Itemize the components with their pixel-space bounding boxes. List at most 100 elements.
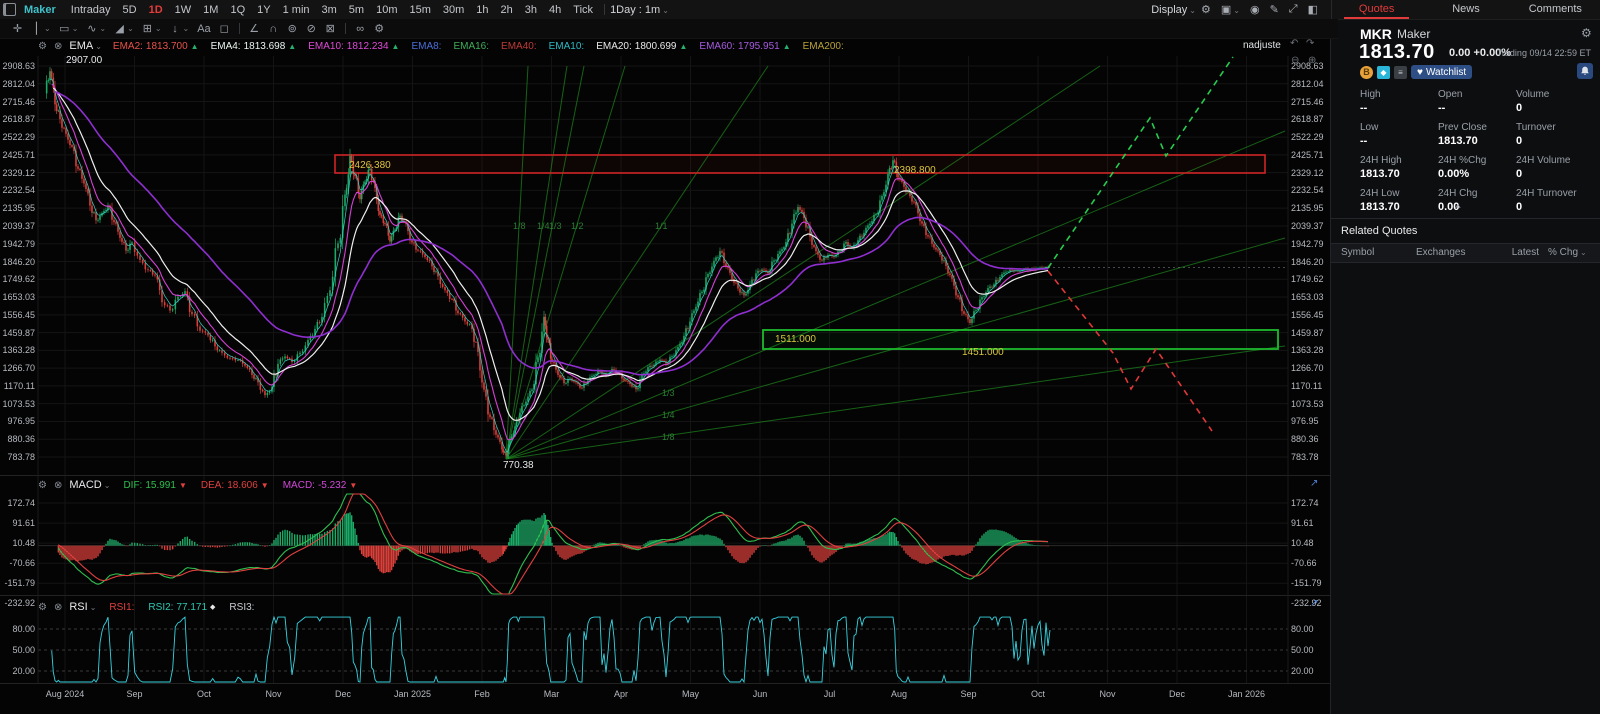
shape-tool-icon[interactable]: ▭ ⌄ xyxy=(59,23,79,35)
zoom-out-icon[interactable]: ⊖ xyxy=(1291,55,1300,66)
alert-bell-icon[interactable] xyxy=(1577,63,1593,79)
macd-axis-label: -151.79 xyxy=(4,578,35,589)
zoom-in-icon[interactable]: ⊕ xyxy=(1308,55,1317,66)
price-axis-label: 1170.11 xyxy=(1291,380,1323,391)
stat-cell: 24H Chg 0.00 xyxy=(1438,188,1516,213)
macd-indicator-name[interactable]: MACD ⌄ xyxy=(69,479,111,491)
timeframe-15m[interactable]: 15m xyxy=(409,3,431,16)
draw-icon[interactable]: ✎ xyxy=(1269,4,1279,16)
stat-label: 24H High xyxy=(1360,155,1402,166)
stat-value: -- xyxy=(1360,135,1368,147)
tag-badge-icon[interactable]: ◆ xyxy=(1377,65,1390,79)
rsi-hide-icon[interactable]: ⊗ xyxy=(53,601,63,613)
tool-settings-icon[interactable]: ⚙ xyxy=(374,23,385,35)
gann-tool-icon[interactable]: ⊞ ⌄ xyxy=(142,23,162,35)
timeframe-2h[interactable]: 2h xyxy=(500,3,513,16)
chart-watermark: nadjuste xyxy=(1243,40,1281,51)
stat-value: 0 xyxy=(1516,102,1523,114)
column-header-chg[interactable]: % Chg ⌄ xyxy=(1548,247,1587,258)
period-selector[interactable]: 1Day : 1m ⌄ xyxy=(610,3,669,16)
timeframe-5D[interactable]: 5D xyxy=(122,3,137,16)
symbol-tab[interactable]: Maker xyxy=(24,3,56,16)
rsi-values: RSI1: RSI2: 77.171 ◆ RSI3: xyxy=(109,602,254,613)
panel-tab-quotes[interactable]: Quotes xyxy=(1332,0,1421,19)
chart-style-icon[interactable]: ▣ ⌄ xyxy=(1220,4,1240,16)
undo-icon[interactable]: ↶ xyxy=(1290,38,1299,49)
macd-expand-icon[interactable]: ↗ xyxy=(1310,478,1319,489)
delete-drawings-icon[interactable]: ⊠ xyxy=(325,23,335,35)
angle-tool-icon[interactable]: ∠ xyxy=(249,23,260,35)
timeframe-3h[interactable]: 3h xyxy=(524,3,538,16)
time-axis-label: Sep xyxy=(960,689,977,699)
coin-badge-icon[interactable]: B xyxy=(1360,65,1373,79)
ema-settings-icon[interactable]: ⚙ xyxy=(38,40,47,52)
panel-tab-news[interactable]: News xyxy=(1452,3,1480,15)
timeframe-4h[interactable]: 4h xyxy=(549,3,562,16)
quote-symbol: MKR xyxy=(1360,26,1392,42)
column-header-symbol[interactable]: Symbol xyxy=(1341,247,1375,258)
window-icon[interactable] xyxy=(3,3,16,16)
time-axis-label: Jul xyxy=(823,689,836,699)
text-tool-icon[interactable]: Aa xyxy=(197,22,211,35)
price-axis-label: 2135.95 xyxy=(1291,203,1324,214)
rsi-indicator-name[interactable]: RSI ⌄ xyxy=(69,601,97,613)
timeframe-10m[interactable]: 10m xyxy=(376,3,398,16)
ema-legend: ⚙ ⊗ EMA ⌄ EMA2: 1813.700 ▲ EMA4: 1813.698 ▲ EMA… xyxy=(38,40,844,52)
magnet-tool-icon[interactable]: ∩ xyxy=(269,22,278,35)
stat-value: -- xyxy=(1360,102,1368,114)
price-chart-canvas[interactable] xyxy=(0,0,1330,714)
fullscreen-icon[interactable]: ⤢ xyxy=(1288,3,1298,15)
cursor-tool-icon[interactable]: ✛ xyxy=(12,23,23,35)
timeframe-1M[interactable]: 1M xyxy=(203,3,219,16)
ema-hide-icon[interactable]: ⊗ xyxy=(53,40,63,52)
settings-icon[interactable]: ⚙ xyxy=(1200,4,1211,16)
redo-icon[interactable]: ↷ xyxy=(1306,38,1315,49)
indicator-value: EMA10: 1812.234 ▲ xyxy=(308,40,400,52)
timeframe-5m[interactable]: 5m xyxy=(348,3,365,16)
fan-tool-icon[interactable]: ◢ ⌄ xyxy=(115,23,134,35)
column-header-latest[interactable]: Latest xyxy=(1511,247,1539,258)
macd-settings-icon[interactable]: ⚙ xyxy=(38,479,47,491)
wave-tool-icon[interactable]: ∿ ⌄ xyxy=(87,23,107,35)
macd-hide-icon[interactable]: ⊗ xyxy=(53,479,63,491)
price-axis-label: 1073.53 xyxy=(2,398,35,409)
rsi-axis-label: 20.00 xyxy=(12,666,35,676)
indicator-value: EMA8: xyxy=(411,40,442,52)
timeframe-Tick[interactable]: Tick xyxy=(573,3,594,16)
panel-tab-comments[interactable]: Comments xyxy=(1528,3,1582,15)
price-axis-label: 1073.53 xyxy=(1291,398,1324,409)
display-dropdown[interactable]: Display ⌄ xyxy=(1151,3,1196,16)
timeframe-1D[interactable]: 1D xyxy=(148,3,163,16)
screenshot-icon[interactable]: ◉ xyxy=(1249,4,1260,16)
timeframe-1Q[interactable]: 1Q xyxy=(230,3,246,16)
link-tool-icon[interactable]: ∞ xyxy=(356,22,365,35)
rsi-expand-icon[interactable]: ↗ xyxy=(1310,598,1319,609)
collapse-chevron-icon[interactable]: ^ xyxy=(1455,204,1461,213)
doc-badge-icon[interactable]: ≡ xyxy=(1394,65,1407,79)
column-header-exchanges[interactable]: Exchanges xyxy=(1416,247,1466,258)
timeframe-30m[interactable]: 30m xyxy=(442,3,465,16)
price-axis-label: 783.78 xyxy=(1291,452,1319,462)
arrow-tool-icon[interactable]: ↓ ⌄ xyxy=(172,22,190,35)
timeframe-1Y[interactable]: 1Y xyxy=(257,3,271,16)
timeframe-1h[interactable]: 1h xyxy=(476,3,489,16)
ema-indicator-name[interactable]: EMA ⌄ xyxy=(69,40,102,52)
fan-ratio-label: 1/4 xyxy=(537,221,550,231)
panel-divider xyxy=(1331,218,1600,219)
line-tool-icon[interactable]: ⎮ ⌄ xyxy=(33,23,51,35)
quote-settings-icon[interactable]: ⚙ xyxy=(1581,26,1592,40)
timeframe-1W[interactable]: 1W xyxy=(174,3,192,16)
time-axis-label: Jun xyxy=(752,689,768,699)
indicator-value: EMA60: 1795.951 ▲ xyxy=(699,40,791,52)
rings-tool-icon[interactable]: ⊚ xyxy=(287,23,297,35)
timeframe-3m[interactable]: 3m xyxy=(321,3,337,16)
watchlist-button[interactable]: ♥ Watchlist xyxy=(1411,65,1473,79)
rsi-settings-icon[interactable]: ⚙ xyxy=(38,601,47,613)
hide-drawings-icon[interactable]: ⊘ xyxy=(306,23,316,35)
timeframe-1min[interactable]: 1 min xyxy=(282,3,310,16)
note-tool-icon[interactable]: ◻ xyxy=(219,23,229,35)
layout-icon[interactable]: ◧ xyxy=(1307,4,1318,16)
timeframe-Intraday[interactable]: Intraday xyxy=(70,3,111,16)
stat-label: 24H Low xyxy=(1360,188,1400,199)
price-axis-label: 2425.71 xyxy=(2,149,35,160)
